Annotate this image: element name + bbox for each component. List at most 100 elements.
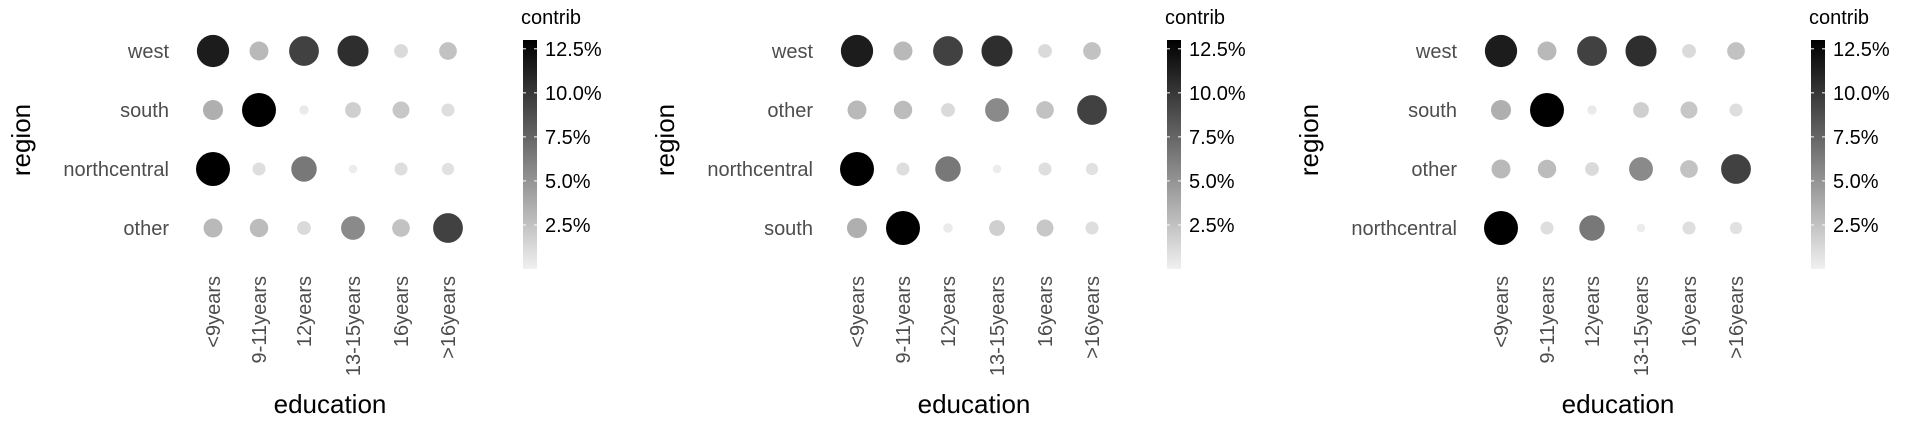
data-point (1490, 99, 1512, 121)
legend-tick-label: 10.0% (1833, 83, 1890, 105)
data-point (1682, 221, 1696, 235)
data-point (989, 220, 1005, 236)
data-point (840, 152, 874, 186)
y-tick-label: west (771, 41, 814, 63)
y-tick-label: south (1408, 100, 1457, 122)
legend-title: contrib (521, 7, 581, 29)
data-point (249, 41, 269, 61)
data-point (941, 103, 955, 117)
chart-panel-3: region education west south other northcentra… (1294, 7, 1890, 419)
data-point (394, 44, 408, 58)
data-point (441, 162, 455, 176)
x-axis-title: education (918, 389, 1031, 419)
data-point (1587, 105, 1597, 115)
x-tick-label: 16years (1035, 276, 1057, 347)
legend-tick-label: 2.5% (1833, 215, 1879, 237)
data-point (1077, 95, 1107, 125)
data-point (392, 101, 410, 119)
data-point (1633, 102, 1649, 118)
legend-tick-label: 2.5% (545, 215, 591, 237)
data-point (1085, 162, 1099, 176)
data-point (846, 217, 868, 239)
y-tick-label: other (767, 100, 813, 122)
chart-panel-1: region education west south northcentral othe… (6, 7, 602, 419)
x-tick-label: 9-11years (249, 276, 271, 363)
y-tick-label: northcentral (1351, 218, 1457, 240)
data-point (394, 162, 408, 176)
data-point (289, 36, 319, 66)
data-point (935, 156, 961, 182)
legend-tick-label: 5.0% (1189, 171, 1235, 193)
data-point (439, 42, 457, 60)
data-point (1036, 101, 1054, 119)
x-tick-label: >16years (438, 276, 460, 359)
data-point (1682, 44, 1696, 58)
legend-tick-label: 10.0% (1189, 83, 1246, 105)
data-point (1729, 221, 1743, 235)
data-point (242, 93, 276, 127)
data-point (203, 218, 223, 238)
x-tick-label: <9years (1491, 276, 1513, 348)
x-tick-label: 12years (1582, 276, 1604, 347)
data-point (1484, 211, 1518, 245)
data-point (1484, 34, 1518, 68)
data-point (441, 103, 455, 117)
legend-tick-label: 7.5% (1833, 127, 1879, 149)
data-point (196, 152, 230, 186)
legend-colorbar (523, 40, 537, 269)
data-point (1540, 221, 1554, 235)
x-tick-label: 12years (294, 276, 316, 347)
data-point (392, 219, 410, 237)
x-tick-label: >16years (1082, 276, 1104, 359)
data-point (985, 98, 1009, 122)
legend-tick-label: 5.0% (1833, 171, 1879, 193)
legend-tick-label: 10.0% (545, 83, 602, 105)
data-point (1721, 154, 1751, 184)
x-tick-label: 9-11years (1537, 276, 1559, 363)
legend-title: contrib (1809, 7, 1869, 29)
data-point (1537, 41, 1557, 61)
data-point (345, 102, 361, 118)
data-point (1629, 157, 1653, 181)
y-tick-label: northcentral (707, 159, 813, 181)
x-tick-label: >16years (1726, 276, 1748, 359)
data-point (1085, 221, 1099, 235)
data-point (981, 35, 1013, 67)
data-point (1680, 160, 1698, 178)
data-point (893, 41, 913, 61)
data-point (297, 221, 311, 235)
y-tick-label: west (127, 41, 170, 63)
data-point (933, 36, 963, 66)
legend-tick-label: 12.5% (1833, 39, 1890, 61)
data-point (1680, 101, 1698, 119)
legend-title: contrib (1165, 7, 1225, 29)
data-point (202, 99, 224, 121)
data-point (1537, 159, 1557, 179)
x-tick-label: 16years (391, 276, 413, 347)
x-tick-label: 9-11years (893, 276, 915, 363)
data-point (299, 105, 309, 115)
data-point (1491, 159, 1511, 179)
data-point (1625, 35, 1657, 67)
data-point (943, 223, 953, 233)
data-point (433, 213, 463, 243)
legend-tick-label: 12.5% (1189, 39, 1246, 61)
data-point (196, 34, 230, 68)
data-point (893, 100, 913, 120)
y-tick-label: south (764, 218, 813, 240)
legend-tick-label: 2.5% (1189, 215, 1235, 237)
data-point (1038, 44, 1052, 58)
data-point (886, 211, 920, 245)
data-point (992, 164, 1002, 174)
data-point (341, 216, 365, 240)
y-tick-label: other (123, 218, 169, 240)
data-point (1036, 219, 1054, 237)
legend-tick-label: 7.5% (545, 127, 591, 149)
x-tick-label: 13-15years (987, 276, 1009, 376)
y-tick-label: south (120, 100, 169, 122)
data-point (1729, 103, 1743, 117)
x-axis-title: education (274, 389, 387, 419)
x-tick-label: <9years (847, 276, 869, 348)
x-tick-label: <9years (203, 276, 225, 348)
